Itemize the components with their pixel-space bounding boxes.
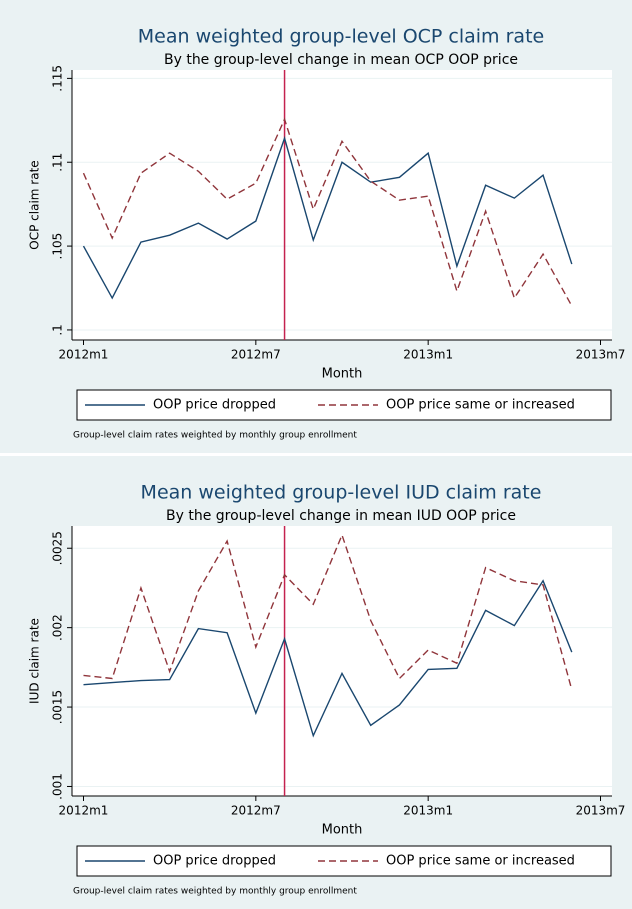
chart-panel: Mean weighted group-level OCP claim rate… <box>0 0 632 453</box>
x-tick-label: 2013m7 <box>576 348 626 362</box>
legend-label: OOP price same or increased <box>386 398 575 413</box>
x-tick-label: 2012m7 <box>231 348 281 362</box>
chart-note: Group-level claim rates weighted by mont… <box>73 431 357 441</box>
series-line <box>83 579 573 738</box>
chart-note: Group-level claim rates weighted by mont… <box>73 887 357 897</box>
series-line <box>82 117 573 307</box>
y-axis-title: IUD claim rate <box>28 618 42 704</box>
y-tick-label: .105 <box>51 233 65 260</box>
chart-subtitle: By the group-level change in mean IUD OO… <box>166 508 516 524</box>
y-tick-label: .0025 <box>51 531 65 565</box>
chart-title: Mean weighted group-level IUD claim rate <box>141 482 542 504</box>
legend-label: OOP price dropped <box>153 398 276 413</box>
x-tick-label: 2012m7 <box>231 804 281 818</box>
chart-subtitle: By the group-level change in mean OCP OO… <box>164 52 518 68</box>
y-tick-label: .001 <box>51 773 65 800</box>
x-tick-label: 2013m1 <box>403 804 453 818</box>
series-line <box>83 533 573 690</box>
x-tick-label: 2012m1 <box>59 348 109 362</box>
y-axis-title: OCP claim rate <box>28 160 42 249</box>
y-tick-label: .115 <box>51 65 65 92</box>
plot-area <box>72 526 612 796</box>
series-line <box>82 135 573 300</box>
y-tick-label: .1 <box>51 324 65 335</box>
y-tick-label: .0015 <box>51 690 65 724</box>
chart-title: Mean weighted group-level OCP claim rate <box>138 26 544 48</box>
y-tick-label: .002 <box>51 614 65 641</box>
x-tick-label: 2013m1 <box>403 348 453 362</box>
legend-label: OOP price same or increased <box>386 854 575 869</box>
x-axis-title: Month <box>322 823 363 838</box>
x-axis-title: Month <box>322 367 363 382</box>
plot-area <box>72 70 612 340</box>
x-tick-label: 2013m7 <box>576 804 626 818</box>
legend-label: OOP price dropped <box>153 854 276 869</box>
x-tick-label: 2012m1 <box>59 804 109 818</box>
y-tick-label: .11 <box>51 153 65 172</box>
chart-panel: Mean weighted group-level IUD claim rate… <box>0 456 632 909</box>
